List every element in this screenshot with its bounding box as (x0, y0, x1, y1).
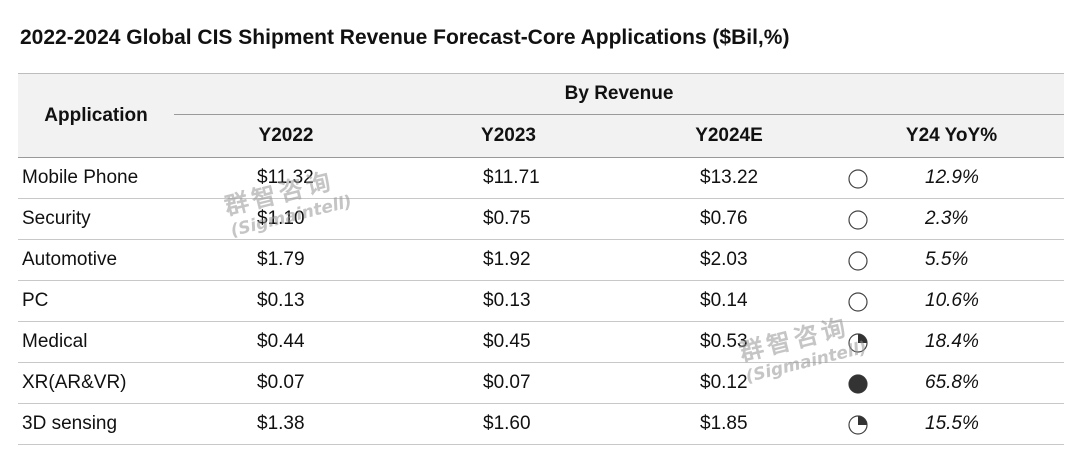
cell-yoy: 15.5% (839, 403, 1065, 445)
cell-y2024e: $0.14 (619, 280, 839, 322)
cell-y2024e: $13.22 (619, 157, 839, 199)
cell-y2024e: $1.85 (619, 403, 839, 445)
chart-title: 2022-2024 Global CIS Shipment Revenue Fo… (20, 26, 790, 49)
table-row: 3D sensing $1.38 $1.60 $1.85 15.5% (18, 403, 1065, 445)
cell-application: Security (18, 198, 174, 240)
header-yoy: Y24 YoY% (839, 114, 1065, 158)
yoy-value: 65.8% (925, 372, 979, 393)
forecast-table: Application By Revenue Y2022 Y2023 Y2024… (18, 73, 1065, 445)
cell-yoy: 5.5% (839, 239, 1065, 281)
header-by-revenue: By Revenue (174, 73, 1065, 115)
table-row: PC $0.13 $0.13 $0.14 10.6% (18, 280, 1065, 322)
yoy-value: 18.4% (925, 331, 979, 352)
header-application: Application (18, 73, 174, 158)
cell-y2024e: $0.53 (619, 321, 839, 363)
cell-yoy: 2.3% (839, 198, 1065, 240)
cell-y2022: $0.07 (174, 362, 398, 404)
cell-y2022: $1.10 (174, 198, 398, 240)
cell-y2024e: $0.12 (619, 362, 839, 404)
cell-application: Medical (18, 321, 174, 363)
yoy-value: 15.5% (925, 413, 979, 434)
yoy-value: 10.6% (925, 290, 979, 311)
header-y2024e: Y2024E (619, 114, 839, 158)
header-y2022: Y2022 (174, 114, 398, 158)
cell-application: Mobile Phone (18, 157, 174, 199)
cell-y2023: $0.75 (398, 198, 619, 240)
yoy-value: 2.3% (925, 208, 969, 229)
cell-y2022: $0.44 (174, 321, 398, 363)
cell-y2023: $0.45 (398, 321, 619, 363)
cell-y2023: $1.60 (398, 403, 619, 445)
cell-application: 3D sensing (18, 403, 174, 445)
table-row: XR(AR&VR) $0.07 $0.07 $0.12 65.8% (18, 362, 1065, 404)
yoy-value: 12.9% (925, 167, 979, 188)
yoy-value: 5.5% (925, 249, 969, 270)
cell-y2022: $1.38 (174, 403, 398, 445)
table-row: Medical $0.44 $0.45 $0.53 18.4% (18, 321, 1065, 363)
cell-yoy: 12.9% (839, 157, 1065, 199)
cell-y2024e: $2.03 (619, 239, 839, 281)
cell-application: XR(AR&VR) (18, 362, 174, 404)
cell-y2022: $11.32 (174, 157, 398, 199)
cell-yoy: 10.6% (839, 280, 1065, 322)
cell-application: PC (18, 280, 174, 322)
header-y2023: Y2023 (398, 114, 619, 158)
cell-yoy: 18.4% (839, 321, 1065, 363)
cell-y2023: $0.13 (398, 280, 619, 322)
cell-y2023: $11.71 (398, 157, 619, 199)
cell-y2022: $1.79 (174, 239, 398, 281)
table-row: Mobile Phone $11.32 $11.71 $13.22 12.9% (18, 157, 1065, 199)
cell-application: Automotive (18, 239, 174, 281)
cell-yoy: 65.8% (839, 362, 1065, 404)
cell-y2022: $0.13 (174, 280, 398, 322)
table-row: Security $1.10 $0.75 $0.76 2.3% (18, 198, 1065, 240)
table-row: Automotive $1.79 $1.92 $2.03 5.5% (18, 239, 1065, 281)
cell-y2023: $0.07 (398, 362, 619, 404)
cell-y2023: $1.92 (398, 239, 619, 281)
cell-y2024e: $0.76 (619, 198, 839, 240)
